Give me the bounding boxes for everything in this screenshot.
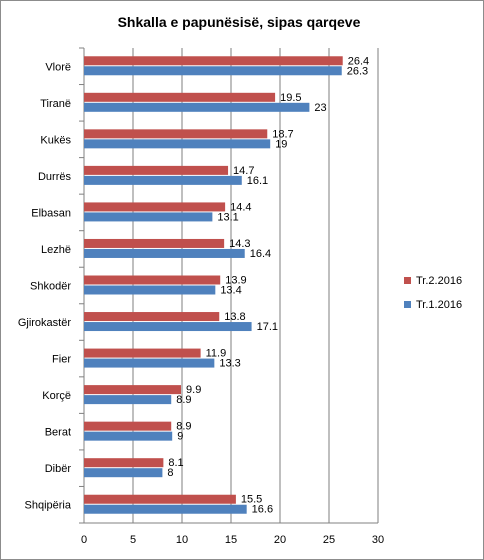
bar-tr2 [84, 458, 164, 468]
bar-value-label: 26.3 [347, 65, 368, 77]
bar-tr1 [84, 431, 173, 441]
bar-tr2 [84, 56, 343, 66]
legend-swatch [404, 301, 411, 308]
bar-value-label: 14.4 [230, 201, 251, 213]
bar-value-label: 9 [177, 431, 183, 443]
axes: 0 5 10 15 20 25 30 Vlorë Tiranë Kukës Durrës Elbasa… [18, 47, 384, 546]
bar-value-label: 18.7 [272, 128, 293, 140]
bar-value-label: 14.3 [229, 238, 250, 250]
x-tick-label: 10 [176, 534, 188, 546]
x-tick-label: 20 [274, 534, 286, 546]
bar-value-label: 8.9 [176, 421, 191, 433]
bar-tr2 [84, 129, 268, 139]
category-label: Kukës [40, 134, 71, 146]
bar-value-label: 9.9 [186, 384, 201, 396]
category-label: Shkodër [30, 281, 71, 293]
bar-value-label: 13.9 [225, 275, 246, 287]
data-labels: 26.426.3 19.5 23 18.719 14.716.1 14.413.1 14.3… [167, 55, 369, 515]
category-label: Berat [45, 427, 71, 439]
bar-value-label: 8 [167, 467, 173, 479]
bar-value-label: 17.1 [257, 321, 278, 333]
category-label: Dibër [45, 463, 72, 475]
category-label: Fier [52, 354, 71, 366]
bar-tr2 [84, 312, 220, 322]
bar-tr1 [84, 285, 216, 295]
bar-tr1 [84, 322, 252, 332]
bar-value-label: 13.3 [219, 358, 240, 370]
bar-tr1 [84, 395, 172, 405]
bar-tr2 [84, 275, 221, 285]
bar-value-label: 19.5 [280, 92, 301, 104]
bars [84, 56, 343, 514]
bar-tr2 [84, 92, 276, 102]
bar-tr2 [84, 385, 182, 395]
bar-tr2 [84, 494, 236, 504]
bar-value-label: 15.5 [241, 494, 262, 506]
bar-tr1 [84, 504, 247, 514]
bar-value-label: 13.1 [217, 211, 238, 223]
category-label: Tiranë [40, 98, 71, 110]
x-tick-label: 25 [323, 534, 335, 546]
bar-value-label: 16.1 [247, 175, 268, 187]
bar-value-label: 8.9 [176, 394, 191, 406]
bar-value-label: 13.4 [220, 285, 241, 297]
category-label: Lezhë [41, 244, 71, 256]
bar-value-label: 23 [314, 102, 326, 114]
bar-value-label: 11.9 [206, 348, 227, 360]
bar-tr1 [84, 102, 310, 112]
bar-tr1 [84, 175, 242, 185]
x-tick-label: 15 [225, 534, 237, 546]
category-label: Gjirokastër [18, 317, 72, 329]
x-tick-label: 5 [130, 534, 136, 546]
bar-value-label: 13.8 [224, 311, 245, 323]
bar-value-label: 26.4 [348, 55, 369, 67]
category-label: Shqipëria [25, 500, 72, 512]
legend-swatch [404, 277, 411, 284]
bar-tr1 [84, 66, 342, 76]
bar-tr2 [84, 348, 201, 358]
category-label: Durrës [38, 171, 72, 183]
bar-value-label: 19 [275, 138, 287, 150]
category-label: Korçë [42, 390, 71, 402]
bar-tr1 [84, 212, 213, 222]
bar-tr2 [84, 202, 226, 212]
bar-tr2 [84, 421, 172, 431]
bar-tr2 [84, 165, 229, 175]
category-label: Elbasan [31, 207, 71, 219]
category-label: Vlorë [45, 61, 71, 73]
legend-label: Tr.1.2016 [416, 299, 462, 311]
chart-title: Shkalla e papunësisë, sipas qarqeve [118, 14, 361, 30]
bar-value-label: 16.4 [250, 248, 271, 260]
legend-label: Tr.2.2016 [416, 275, 462, 287]
x-tick-label: 0 [81, 534, 87, 546]
bar-value-label: 8.1 [168, 457, 183, 469]
bar-tr1 [84, 248, 245, 258]
bar-tr1 [84, 139, 271, 149]
x-tick-label: 30 [372, 534, 384, 546]
bar-tr1 [84, 358, 215, 368]
bar-value-label: 16.6 [252, 504, 273, 516]
legend: Tr.2.2016 Tr.1.2016 [404, 275, 462, 311]
bar-value-label: 14.7 [233, 165, 254, 177]
bar-tr2 [84, 238, 225, 248]
bar-tr1 [84, 468, 163, 478]
